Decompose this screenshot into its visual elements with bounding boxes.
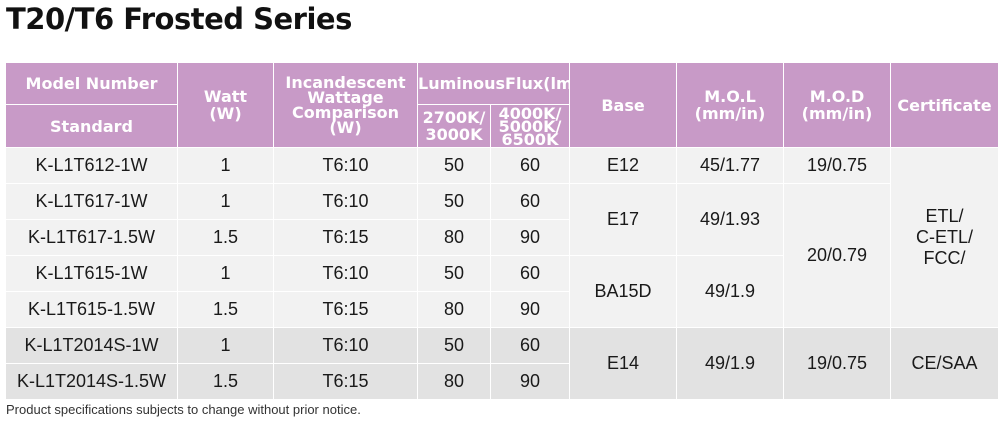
cell-flux-cool: 60 [489, 183, 571, 220]
cell-base: E12 [569, 147, 678, 184]
cell-incandescent: T6:15 [273, 363, 418, 400]
cell-incandescent: T6:10 [273, 147, 418, 184]
cell-incandescent: T6:10 [273, 327, 418, 364]
cell-flux-warm: 50 [417, 327, 491, 364]
cell-mod: 19/0.75 [783, 147, 892, 184]
cell-certificate: ETL/ C-ETL/ FCC/ [890, 147, 1000, 328]
cell-watt: 1.5 [177, 291, 274, 328]
cell-flux-cool: 90 [489, 219, 571, 256]
table-row: K-L1T617-1.5W 1.5 T6:15 80 90 [5, 219, 999, 256]
cell-base: E14 [569, 327, 678, 400]
cell-flux-warm: 50 [417, 255, 491, 292]
cell-flux-cool: 60 [489, 255, 571, 292]
cell-mol: 49/1.9 [676, 255, 785, 328]
cell-flux-warm: 50 [417, 183, 491, 220]
cell-watt: 1 [177, 147, 274, 184]
cell-flux-warm: 50 [417, 147, 491, 184]
page-title: T20/T6 Frosted Series [6, 2, 352, 36]
cell-watt: 1 [177, 255, 274, 292]
header-flux-warm: 2700K/ 3000K [417, 104, 491, 148]
header-flux-cool: 4000K/ 5000K/ 6500K [489, 104, 571, 148]
cell-incandescent: T6:15 [273, 291, 418, 328]
cell-flux-warm: 80 [417, 291, 491, 328]
header-incandescent: Incandescent Wattage Comparison (W) [273, 62, 418, 148]
cell-flux-cool: 60 [489, 147, 571, 184]
cell-base: E17 [569, 183, 678, 256]
header-mol: M.O.L (mm/in) [676, 62, 785, 148]
table-row: K-L1T2014S-1W 1 T6:10 50 60 E14 49/1.9 1… [5, 327, 1000, 400]
cell-mol: 49/1.93 [676, 183, 785, 256]
cell-flux-cool: 60 [489, 327, 571, 364]
cell-incandescent: T6:15 [273, 219, 418, 256]
cell-flux-warm: 80 [417, 363, 491, 400]
cell-watt: 1 [177, 327, 274, 364]
cell-flux-cool: 90 [489, 291, 571, 328]
header-mod: M.O.D (mm/in) [783, 62, 892, 148]
table-row: K-L1T612-1W 1 T6:10 50 60 E12 45/1.77 19… [5, 147, 1000, 328]
cell-watt: 1 [177, 183, 274, 220]
cell-flux-cool: 90 [489, 363, 571, 400]
cell-model: K-L1T617-1.5W [5, 219, 178, 256]
cell-model: K-L1T615-1.5W [5, 291, 178, 328]
cell-watt: 1.5 [177, 219, 274, 256]
cell-model: K-L1T2014S-1W [5, 327, 178, 364]
header-watt: Watt (W) [177, 62, 274, 148]
cell-mol: 49/1.9 [676, 327, 785, 400]
cell-model: K-L1T2014S-1.5W [5, 363, 178, 400]
cell-mod: 20/0.79 [783, 183, 892, 328]
header-luminous-flux: LuminousFlux(lm) [416, 62, 571, 105]
cell-incandescent: T6:10 [273, 255, 418, 292]
cell-flux-warm: 80 [417, 219, 491, 256]
cell-incandescent: T6:10 [273, 183, 418, 220]
table-row: K-L1T2014S-1.5W 1.5 T6:15 80 90 [5, 363, 999, 400]
spec-table: Model Number Watt (W) Incandescent Watta… [5, 62, 1000, 400]
header-base: Base [569, 62, 678, 148]
header-certificate: Certificate [890, 62, 1000, 148]
cell-model: K-L1T615-1W [5, 255, 178, 292]
cell-base: BA15D [569, 255, 678, 328]
cell-model: K-L1T617-1W [5, 183, 178, 220]
cell-model: K-L1T612-1W [5, 147, 178, 184]
header-standard: Standard [5, 104, 178, 148]
header-model-number: Model Number [5, 62, 178, 105]
footnote: Product specifications subjects to chang… [6, 402, 361, 417]
table-row: K-L1T617-1W 1 T6:10 50 60 E17 49/1.93 20… [5, 183, 999, 328]
cell-certificate: CE/SAA [890, 327, 1000, 400]
cell-watt: 1.5 [177, 363, 274, 400]
cell-mod: 19/0.75 [783, 327, 892, 400]
cell-mol: 45/1.77 [676, 147, 785, 184]
